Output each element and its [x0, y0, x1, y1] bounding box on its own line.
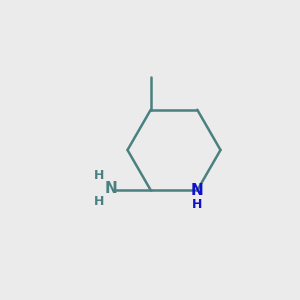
Text: H: H	[94, 169, 105, 182]
Text: H: H	[192, 198, 202, 211]
Text: H: H	[94, 195, 105, 208]
Text: N: N	[191, 183, 204, 198]
Text: N: N	[104, 181, 117, 196]
